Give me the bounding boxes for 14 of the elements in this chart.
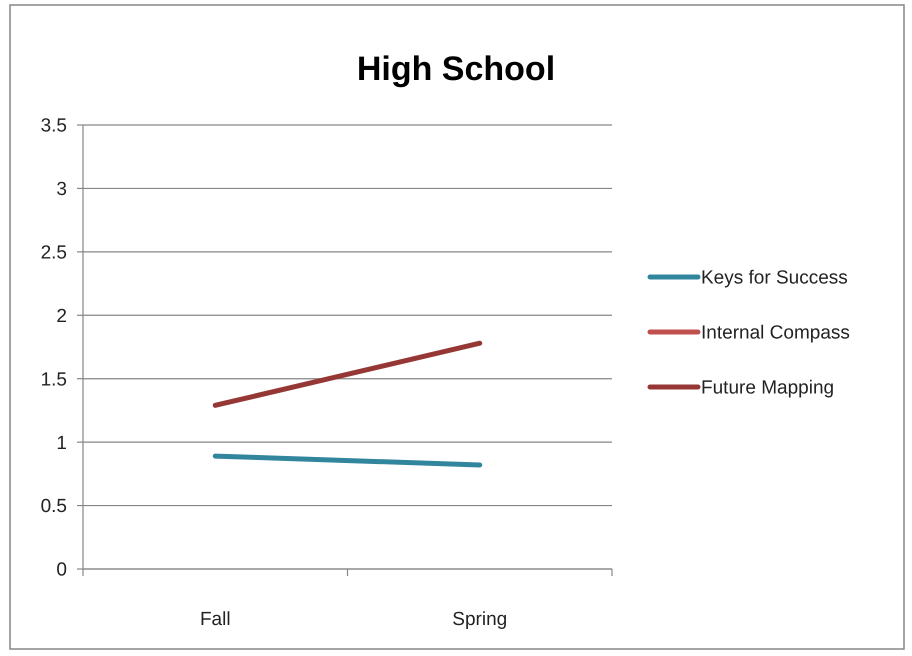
legend-label: Keys for Success xyxy=(701,268,848,289)
y-tick-label: 3.5 xyxy=(40,116,67,137)
y-tick-label: 1.5 xyxy=(40,369,67,390)
y-tick-label: 0 xyxy=(56,560,67,581)
x-tick-label: Fall xyxy=(200,609,231,630)
chart-title: High School xyxy=(356,50,556,88)
y-tick-label: 2 xyxy=(56,306,67,327)
y-tick-label: 1 xyxy=(56,432,67,454)
y-tick-label: 0.5 xyxy=(40,496,67,518)
y-tick-label: 2.5 xyxy=(40,242,67,264)
legend-label: Internal Compass xyxy=(701,322,850,344)
x-tick-label: Spring xyxy=(452,609,508,630)
y-tick-label: 3 xyxy=(56,179,67,200)
legend-label: Future Mapping xyxy=(701,378,834,399)
